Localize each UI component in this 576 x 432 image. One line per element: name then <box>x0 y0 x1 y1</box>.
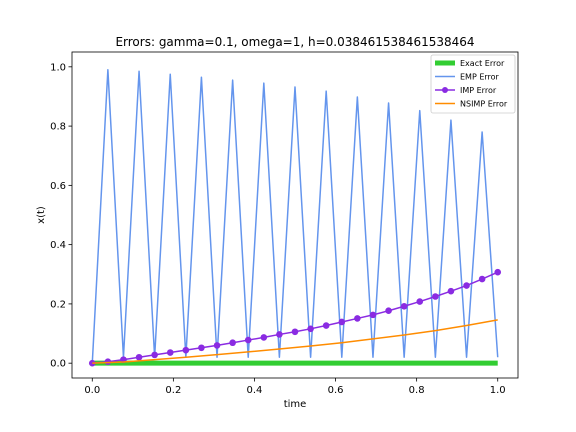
y-tick-label: 1.0 <box>50 62 66 73</box>
imp-error-point <box>369 311 377 319</box>
imp-error-point <box>478 275 486 283</box>
imp-error-point <box>354 315 361 322</box>
chart-title: Errors: gamma=0.1, omega=1, h=0.03846153… <box>115 35 474 49</box>
x-tick-label: 0.6 <box>328 385 344 396</box>
x-tick-label: 1.0 <box>490 385 506 396</box>
imp-error-point <box>104 358 112 366</box>
imp-error-point <box>135 353 143 361</box>
imp-error-point <box>447 287 455 295</box>
imp-error-point <box>244 336 252 344</box>
legend-label: Exact Error <box>460 59 505 68</box>
x-axis-ticks: 0.0 0.2 0.4 0.6 0.8 1.0 <box>84 378 506 396</box>
imp-error-point <box>322 322 330 329</box>
imp-error-point <box>182 346 190 354</box>
imp-error-point <box>400 302 408 310</box>
imp-error-point <box>416 298 424 305</box>
imp-error-point <box>213 342 221 349</box>
y-tick-label: 0.6 <box>50 181 66 192</box>
imp-error-point <box>463 282 470 289</box>
imp-error-point <box>307 325 314 333</box>
plot-frame <box>71 51 519 379</box>
imp-error-point <box>338 318 346 326</box>
y-tick-label: 0.4 <box>50 240 66 251</box>
y-tick-label: 0.8 <box>50 122 66 133</box>
legend-marker <box>442 87 448 93</box>
imp-error-point <box>276 331 283 338</box>
imp-error-point <box>151 351 158 359</box>
y-axis-label: x(t) <box>36 206 47 224</box>
imp-error-point <box>494 268 502 276</box>
x-tick-label: 0.0 <box>84 385 100 396</box>
imp-error-point <box>385 307 392 315</box>
legend-label: IMP Error <box>460 86 497 95</box>
x-tick-label: 0.4 <box>247 385 263 396</box>
legend: Exact Error EMP Error IMP Error NSIMP Error <box>430 54 516 114</box>
imp-error-point <box>229 339 236 347</box>
imp-error-point <box>432 293 439 300</box>
nsimp-error-line <box>92 319 498 364</box>
series-layer <box>88 69 502 367</box>
legend-label: NSIMP Error <box>460 100 508 109</box>
x-tick-label: 0.2 <box>165 385 181 396</box>
y-tick-label: 0.2 <box>50 299 66 310</box>
emp-error-line <box>91 69 499 364</box>
y-axis-ticks: 0.0 0.2 0.4 0.6 0.8 1.0 <box>50 62 72 370</box>
legend-label: EMP Error <box>460 73 500 82</box>
imp-error-point <box>166 349 174 356</box>
imp-error-point <box>198 344 205 352</box>
x-axis-label: time <box>284 399 307 410</box>
y-tick-label: 0.0 <box>50 359 66 370</box>
x-tick-label: 0.8 <box>409 385 425 396</box>
legend-frame <box>430 54 516 114</box>
imp-error-point <box>291 328 299 336</box>
imp-error-point <box>260 334 268 341</box>
